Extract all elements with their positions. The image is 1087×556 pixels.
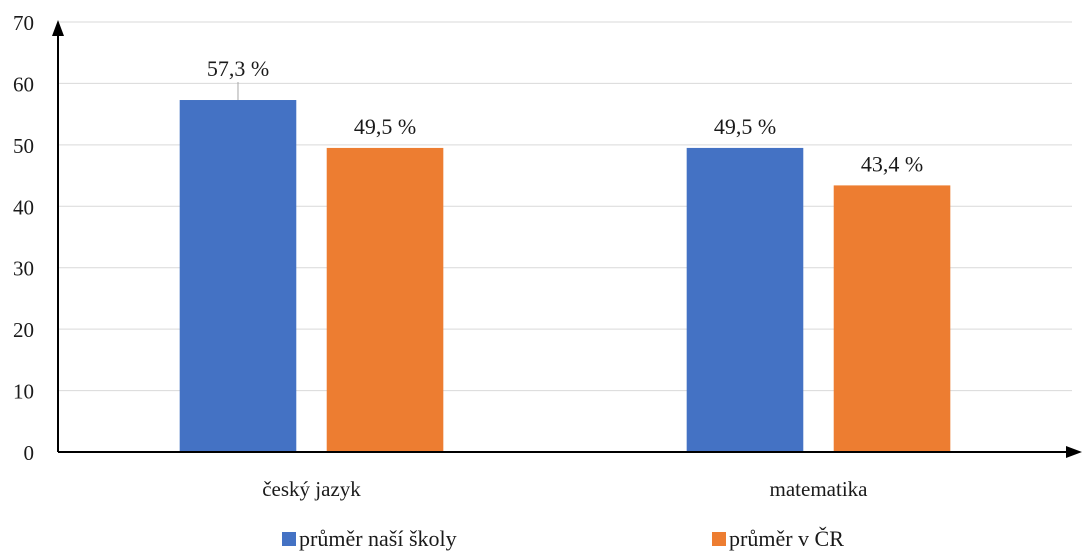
- axes: [52, 20, 1082, 458]
- y-tick-label: 60: [13, 72, 34, 96]
- bar-1-0: [326, 147, 444, 452]
- y-tick-label: 70: [13, 11, 34, 35]
- x-axis-arrow-icon: [1066, 446, 1082, 458]
- data-label: 49,5 %: [714, 114, 776, 139]
- legend-swatch-icon: [282, 532, 296, 546]
- bar-0-1: [686, 147, 804, 452]
- category-label: matematika: [770, 477, 869, 501]
- bar-0-0: [179, 100, 297, 452]
- y-tick-label: 30: [13, 257, 34, 281]
- data-label: 43,4 %: [861, 151, 923, 176]
- legend-label: průměr v ČR: [729, 526, 844, 551]
- bars: [179, 100, 951, 452]
- category-label: český jazyk: [262, 477, 361, 501]
- y-tick-label: 40: [13, 195, 34, 219]
- x-axis-categories: český jazyk matematika: [262, 477, 868, 501]
- y-tick-label: 50: [13, 134, 34, 158]
- y-tick-label: 20: [13, 318, 34, 342]
- bar-1-1: [833, 185, 951, 452]
- data-label: 57,3 %: [207, 56, 269, 81]
- data-labels: 57,3 % 49,5 % 49,5 % 43,4 %: [207, 56, 923, 176]
- legend-label: průměr naší školy: [299, 526, 457, 551]
- legend-swatch-icon: [712, 532, 726, 546]
- y-tick-label: 10: [13, 380, 34, 404]
- y-axis-arrow-icon: [52, 20, 64, 36]
- data-label: 49,5 %: [354, 114, 416, 139]
- y-tick-label: 0: [24, 441, 35, 465]
- y-axis-ticks: 0 10 20 30 40 50 60 70: [13, 11, 34, 465]
- legend: průměr naší školy průměr v ČR: [282, 526, 844, 551]
